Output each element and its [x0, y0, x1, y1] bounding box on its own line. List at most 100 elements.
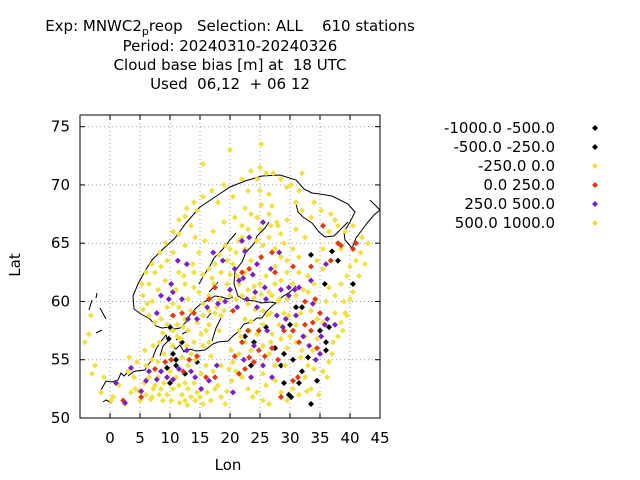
data-point: [260, 397, 266, 404]
data-point: [230, 359, 236, 366]
data-point: [279, 324, 286, 331]
data-point: [152, 269, 158, 276]
data-point: [330, 339, 337, 346]
data-point: [254, 214, 260, 221]
data-point: [332, 310, 338, 317]
data-point: [255, 327, 262, 334]
data-point: [234, 272, 241, 279]
data-point: [326, 228, 332, 235]
data-point: [191, 380, 197, 387]
data-point: [278, 362, 284, 369]
data-point: [191, 284, 197, 291]
data-point: [138, 394, 145, 401]
data-point: [170, 312, 176, 319]
data-point: [243, 296, 250, 303]
data-point: [311, 199, 317, 206]
data-point: [239, 176, 245, 183]
data-point: [182, 280, 188, 287]
data-point: [170, 228, 176, 235]
data-point: [210, 249, 217, 256]
data-point: [230, 193, 236, 200]
data-point: [327, 257, 334, 264]
data-point: [192, 397, 199, 404]
data-point: [245, 187, 251, 194]
data-point: [161, 380, 167, 387]
data-point: [248, 374, 254, 381]
data-point: [312, 296, 319, 303]
data-point: [245, 300, 251, 307]
data-point: [215, 199, 221, 206]
data-point: [228, 347, 235, 354]
data-point: [260, 362, 266, 369]
data-point: [302, 374, 308, 381]
data-point: [156, 391, 163, 398]
data-point: [296, 269, 302, 276]
data-point: [285, 312, 292, 319]
data-point: [155, 359, 161, 366]
data-point: [245, 286, 251, 293]
data-point: [216, 251, 223, 258]
data-point: [300, 333, 307, 340]
data-point: [273, 219, 280, 226]
data-point: [246, 354, 253, 361]
data-point: [143, 269, 149, 276]
data-point: [184, 402, 191, 409]
data-point: [174, 333, 181, 340]
data-point: [149, 298, 155, 305]
data-point: [159, 397, 166, 404]
data-point: [188, 394, 194, 401]
data-point: [320, 222, 326, 229]
chart-title-line-2: Period: 20240310-20240326: [122, 37, 338, 55]
data-point: [309, 319, 316, 326]
data-point: [318, 207, 325, 214]
data-point: [162, 240, 169, 247]
data-point: [267, 339, 274, 346]
data-point: [269, 292, 275, 299]
data-point: [287, 333, 293, 340]
legend-label: -250.0 0.0: [478, 157, 555, 175]
data-point: [272, 377, 278, 384]
chart-title-line-1: Exp: MNWC2preop Selection: ALL 610 stati…: [45, 17, 415, 38]
data-point: [174, 321, 181, 328]
data-point: [170, 342, 176, 349]
data-point: [236, 280, 242, 287]
data-point: [290, 377, 296, 384]
data-point: [183, 205, 190, 212]
data-points: [81, 141, 371, 409]
data-point: [182, 397, 188, 404]
data-point: [254, 176, 260, 183]
data-point: [293, 312, 299, 319]
data-point: [272, 246, 278, 253]
data-point: [213, 362, 220, 369]
data-point: [174, 257, 181, 264]
data-point: [173, 362, 179, 369]
data-point: [353, 257, 359, 264]
data-point: [143, 377, 149, 384]
data-point: [272, 280, 278, 287]
data-point: [182, 242, 188, 249]
data-point: [285, 292, 292, 299]
data-point: [315, 391, 322, 398]
data-point: [293, 226, 299, 233]
data-point: [248, 362, 254, 369]
data-point: [113, 380, 119, 387]
data-point: [326, 284, 332, 291]
data-point: [200, 193, 206, 200]
data-point: [207, 353, 214, 360]
data-point: [164, 364, 170, 371]
data-point: [338, 319, 344, 326]
data-point: [236, 277, 242, 284]
data-point: [198, 331, 205, 338]
data-point: [176, 304, 182, 311]
data-point: [179, 354, 185, 361]
data-point: [200, 271, 206, 278]
data-point: [164, 374, 170, 381]
data-point: [150, 385, 157, 392]
data-point: [327, 211, 334, 218]
data-point: [227, 292, 233, 299]
data-point: [311, 366, 317, 373]
data-point: [170, 376, 176, 383]
data-point: [272, 263, 278, 270]
data-point: [252, 306, 259, 313]
data-point: [285, 284, 292, 291]
